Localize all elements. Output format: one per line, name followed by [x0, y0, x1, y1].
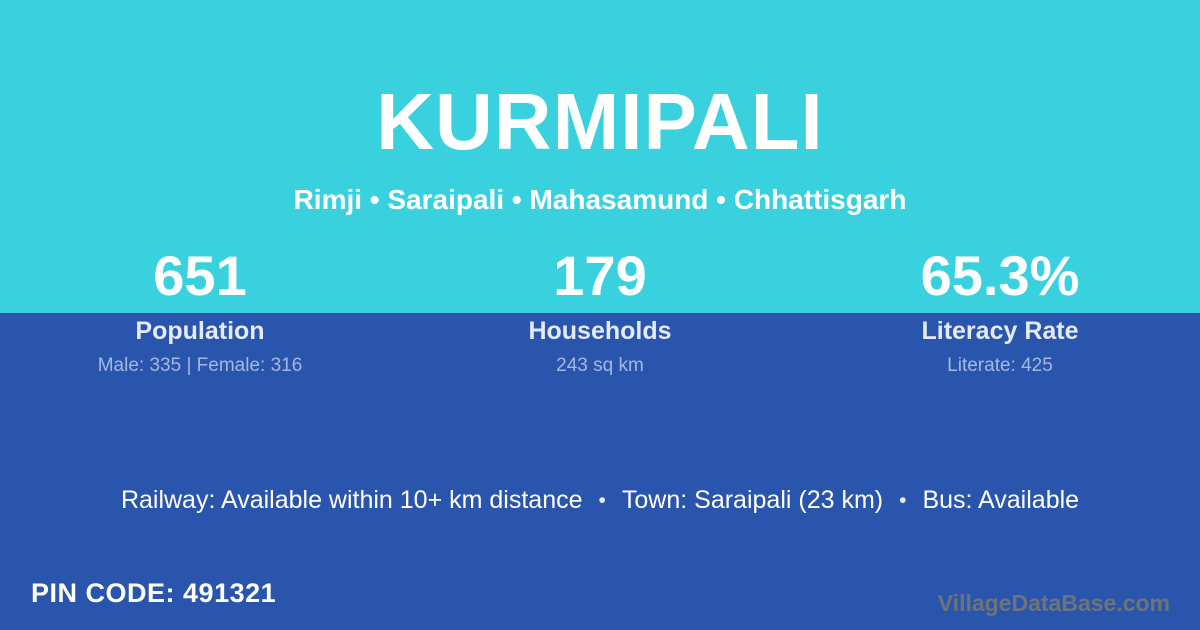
literacy-rate-value: 65.3%	[920, 244, 1080, 307]
header-background	[0, 0, 1200, 313]
transport-info-line: Railway: Available within 10+ km distanc…	[0, 483, 1200, 518]
village-title: KURMIPALI	[376, 77, 824, 166]
bullet-separator: •	[598, 489, 606, 512]
bullet-separator: •	[899, 489, 907, 512]
stat-literacy-rate: 65.3% Literacy Rate Literate: 425	[800, 248, 1200, 378]
stats-row: 651 Population Male: 335 | Female: 316 1…	[0, 248, 1200, 378]
households-label: Households	[528, 317, 672, 345]
households-detail: 243 sq km	[556, 355, 644, 376]
watermark: VillageDataBase.com	[937, 590, 1170, 616]
pin-code: PIN CODE: 491321	[31, 577, 276, 609]
population-value: 651	[153, 244, 247, 307]
pin-code-value: 491321	[183, 578, 277, 608]
literacy-rate-label: Literacy Rate	[921, 317, 1079, 345]
bus-info: Bus: Available	[922, 486, 1080, 514]
literacy-rate-detail: Literate: 425	[947, 355, 1053, 376]
railway-info: Railway: Available within 10+ km distanc…	[120, 486, 583, 514]
stat-population: 651 Population Male: 335 | Female: 316	[0, 248, 400, 378]
pin-code-label: PIN CODE:	[31, 578, 176, 608]
location-breadcrumb: Rimji • Saraipali • Mahasamund • Chhatti…	[293, 184, 907, 215]
households-value: 179	[553, 244, 647, 307]
population-label: Population	[135, 317, 265, 345]
stat-households: 179 Households 243 sq km	[400, 248, 800, 378]
town-info: Town: Saraipali (23 km)	[621, 486, 884, 514]
population-detail: Male: 335 | Female: 316	[97, 355, 303, 376]
